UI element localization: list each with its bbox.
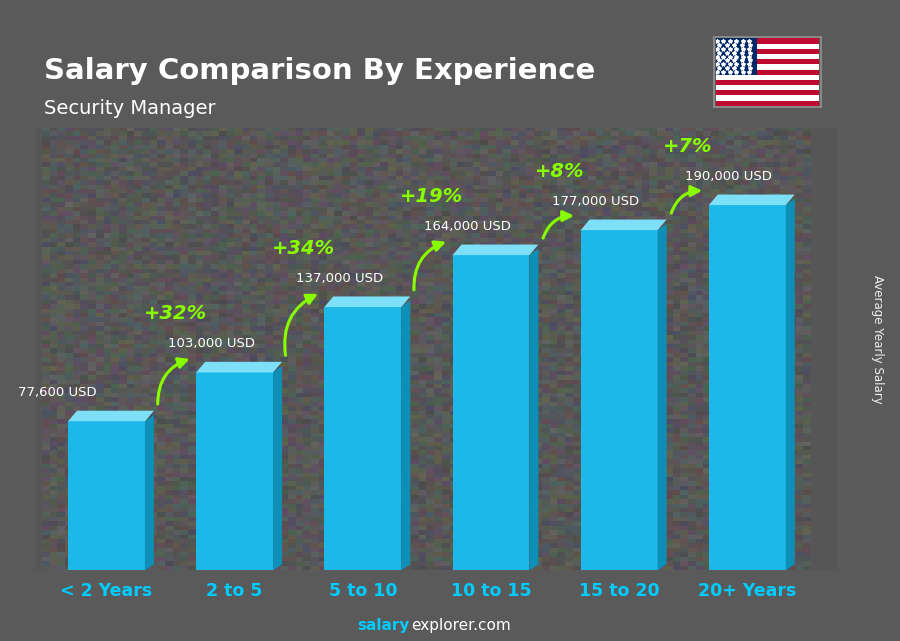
Polygon shape	[68, 411, 154, 421]
Text: +19%: +19%	[400, 187, 463, 206]
Bar	[709, 205, 786, 570]
Text: explorer.com: explorer.com	[411, 619, 511, 633]
Bar	[716, 64, 819, 69]
Text: +32%: +32%	[143, 304, 207, 323]
Text: 190,000 USD: 190,000 USD	[685, 170, 771, 183]
Bar	[716, 75, 819, 80]
Text: 164,000 USD: 164,000 USD	[425, 220, 511, 233]
Polygon shape	[401, 301, 410, 570]
Text: 77,600 USD: 77,600 USD	[19, 386, 97, 399]
Text: +8%: +8%	[535, 162, 584, 181]
Text: Salary Comparison By Experience: Salary Comparison By Experience	[44, 58, 595, 85]
Bar	[580, 230, 658, 570]
Bar	[716, 49, 819, 54]
Polygon shape	[196, 362, 282, 372]
Polygon shape	[658, 224, 667, 570]
Polygon shape	[273, 366, 282, 570]
Bar	[196, 372, 273, 570]
Bar	[716, 38, 757, 75]
Bar	[68, 421, 145, 570]
Polygon shape	[453, 244, 538, 255]
Text: 177,000 USD: 177,000 USD	[553, 195, 640, 208]
Text: +34%: +34%	[272, 239, 335, 258]
Text: +7%: +7%	[663, 137, 713, 156]
Text: salary: salary	[357, 619, 410, 633]
Text: Security Manager: Security Manager	[44, 99, 216, 119]
Polygon shape	[580, 219, 667, 230]
Polygon shape	[529, 249, 538, 570]
Bar	[716, 44, 819, 49]
Bar	[716, 85, 819, 90]
Bar	[716, 38, 819, 44]
Bar	[716, 54, 819, 59]
Bar	[716, 101, 819, 106]
Bar	[716, 59, 819, 64]
Bar	[324, 307, 401, 570]
Bar	[716, 96, 819, 101]
Bar	[716, 90, 819, 96]
Polygon shape	[324, 296, 410, 307]
Bar	[453, 255, 529, 570]
Polygon shape	[786, 199, 795, 570]
Text: 103,000 USD: 103,000 USD	[168, 337, 255, 350]
Polygon shape	[709, 194, 795, 205]
Text: Average Yearly Salary: Average Yearly Salary	[871, 276, 884, 404]
Bar	[716, 80, 819, 85]
Bar	[716, 69, 819, 75]
Polygon shape	[145, 415, 154, 570]
Text: 137,000 USD: 137,000 USD	[296, 272, 383, 285]
